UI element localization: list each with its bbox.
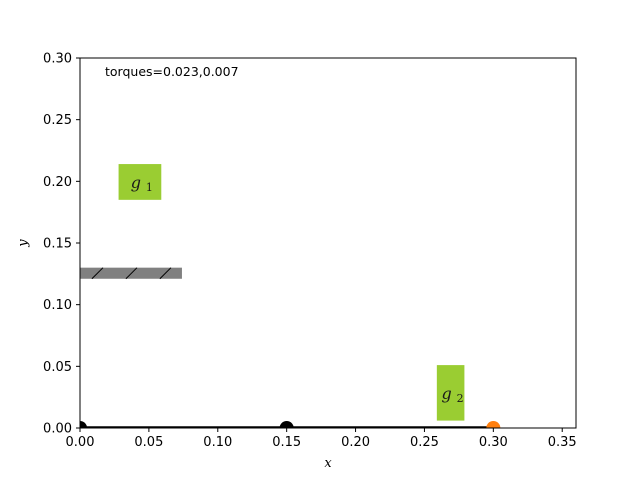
x-tick-label: 0.30 [479,435,508,450]
x-tick-label: 0.35 [548,435,577,450]
x-axis-ticks: 0.00 0.05 0.10 0.15 0.20 0.25 0.30 0.35 [66,428,577,450]
y-tick-label: 0.20 [43,175,72,190]
end-effector [486,421,501,428]
arm-joint-1 [80,421,87,428]
y-tick-label: 0.15 [43,237,72,252]
y-tick-label: 0.25 [43,113,72,128]
goal-label-sub-1: 1 [146,181,153,194]
goal-label-sub-2: 2 [457,392,464,405]
obstacle-hatch [159,267,172,280]
y-axis-label: y [16,239,31,248]
obstacle-hatch [125,267,138,280]
x-tick-label: 0.15 [272,435,301,450]
goal-region-2 [436,365,465,421]
axes-frame [79,57,577,429]
y-tick-label: 0.00 [43,422,72,437]
y-axis-ticks: 0.00 0.05 0.10 0.15 0.20 0.25 0.30 [43,52,80,437]
torques-annotation: torques=0.023,0.007 [105,64,239,79]
obstacle-hatch [91,267,104,280]
x-tick-label: 0.10 [203,435,232,450]
x-tick-label: 0.20 [341,435,370,450]
y-tick-label: 0.30 [43,52,72,67]
y-tick-label: 0.05 [43,360,72,375]
plot-area: g 1g 2 [80,164,501,428]
arm-joint-2 [279,421,294,428]
goal-label-2: g [441,384,451,403]
x-axis-label: x [324,456,332,471]
goal-label-1: g [131,173,141,192]
x-tick-label: 0.25 [410,435,439,450]
x-tick-label: 0.05 [134,435,163,450]
y-tick-label: 0.10 [43,298,72,313]
x-tick-label: 0.00 [66,435,95,450]
goal-region-1 [118,164,162,200]
